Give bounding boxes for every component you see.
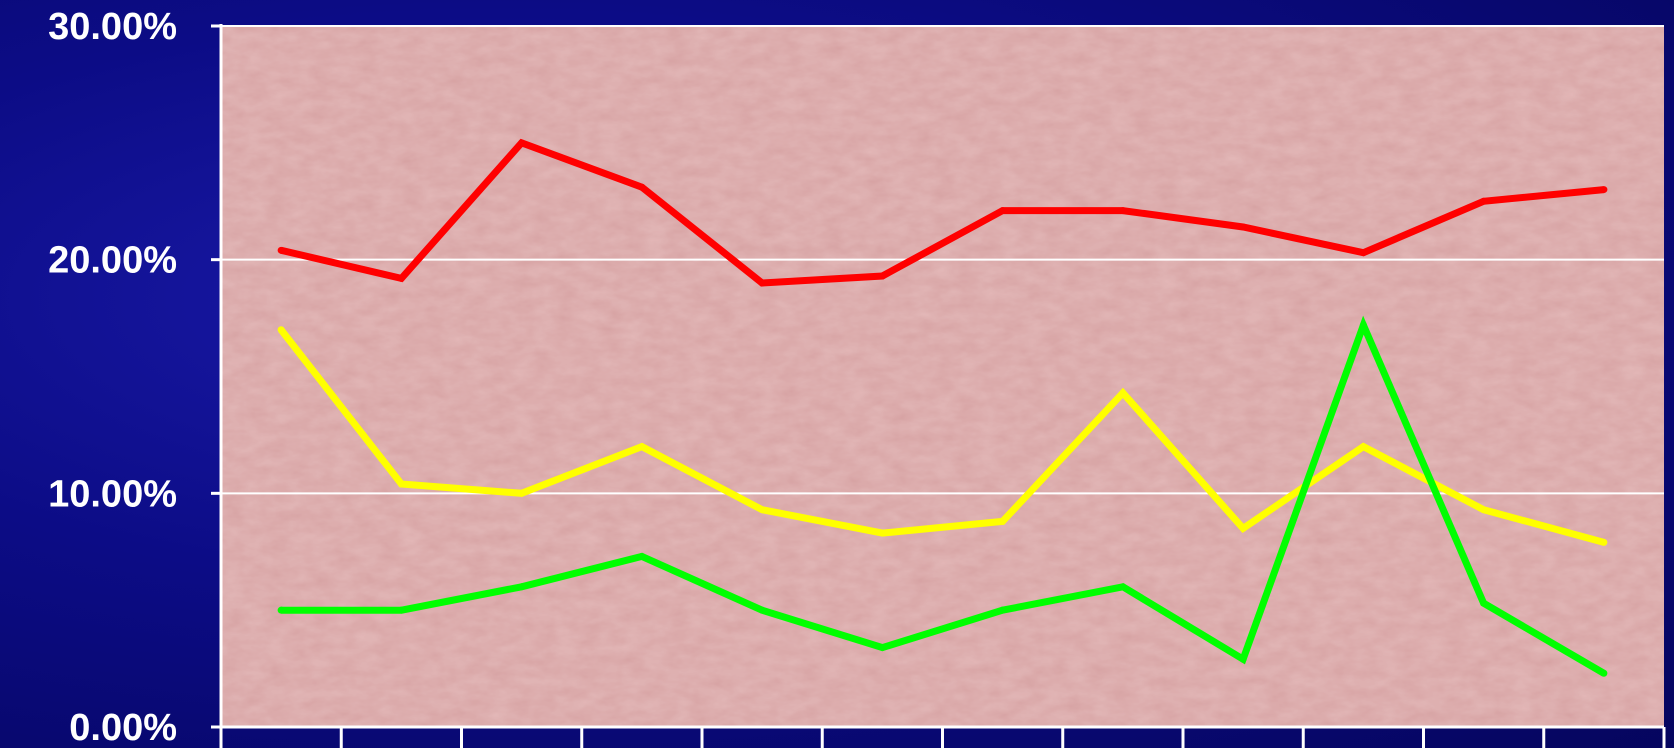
data-point-s1-3 xyxy=(638,443,646,451)
data-point-s2-3 xyxy=(638,552,646,560)
data-point-s2-11 xyxy=(1600,669,1608,677)
data-point-s0-3 xyxy=(638,183,646,191)
data-point-s0-10 xyxy=(1480,197,1488,205)
data-point-s1-4 xyxy=(758,506,766,514)
plot-background xyxy=(221,26,1664,727)
data-point-s1-7 xyxy=(1119,389,1127,397)
series-line-1 xyxy=(278,327,1605,546)
y-tick-label-0: 0.00% xyxy=(69,707,177,748)
axes xyxy=(211,24,1666,748)
series-0 xyxy=(277,138,1608,287)
data-point-s1-5 xyxy=(878,529,886,537)
series-line-0 xyxy=(280,138,1605,287)
data-point-s0-5 xyxy=(878,272,886,280)
data-point-s0-8 xyxy=(1239,223,1247,231)
data-point-s2-9 xyxy=(1359,321,1367,329)
data-point-s2-1 xyxy=(397,606,405,614)
data-point-s1-2 xyxy=(518,489,526,497)
data-point-s1-10 xyxy=(1480,506,1488,514)
data-point-s2-10 xyxy=(1480,599,1488,607)
data-point-s1-8 xyxy=(1239,524,1247,532)
data-point-s0-0 xyxy=(277,246,285,254)
data-point-s0-9 xyxy=(1359,249,1367,257)
data-point-s1-9 xyxy=(1359,443,1367,451)
data-point-s2-0 xyxy=(277,606,285,614)
y-tick-label-2: 20.00% xyxy=(48,240,177,282)
series-lines xyxy=(277,138,1608,677)
data-point-s2-4 xyxy=(758,606,766,614)
series-1 xyxy=(277,326,1608,546)
series-line-2 xyxy=(281,315,1606,677)
data-point-s2-2 xyxy=(518,583,526,591)
data-point-s2-5 xyxy=(878,644,886,652)
data-point-s1-0 xyxy=(277,326,285,334)
data-point-s0-7 xyxy=(1119,207,1127,215)
gridlines xyxy=(221,25,1664,495)
data-point-s0-6 xyxy=(999,207,1007,215)
data-point-s2-7 xyxy=(1119,583,1127,591)
data-point-s2-8 xyxy=(1239,655,1247,663)
y-tick-label-3: 30.00% xyxy=(48,6,177,48)
data-point-s2-6 xyxy=(999,606,1007,614)
y-tick-label-1: 10.00% xyxy=(48,473,177,515)
series-2 xyxy=(277,315,1608,677)
data-point-s0-4 xyxy=(758,279,766,287)
y-axis-labels: 0.00% 10.00% 20.00% 30.00% xyxy=(48,6,177,748)
data-point-s0-2 xyxy=(518,139,526,147)
data-point-s0-11 xyxy=(1600,186,1608,194)
plot-area xyxy=(221,26,1664,727)
data-point-s0-1 xyxy=(397,274,405,282)
data-point-s1-1 xyxy=(397,480,405,488)
data-point-s1-11 xyxy=(1600,538,1608,546)
data-point-s1-6 xyxy=(999,517,1007,525)
